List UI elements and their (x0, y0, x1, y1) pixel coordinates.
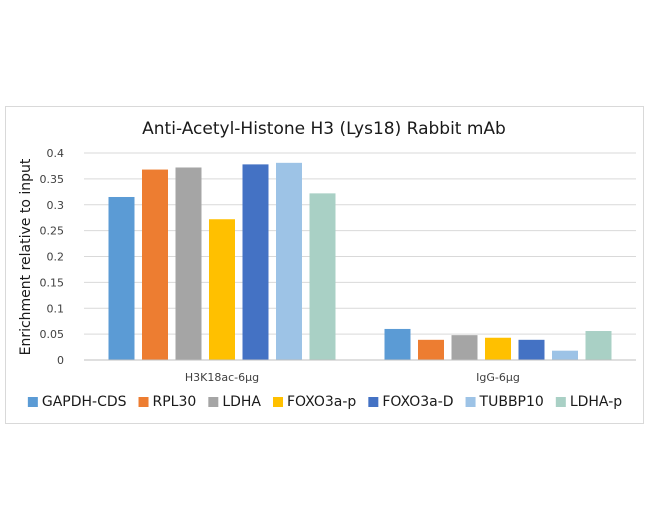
y-tick-label: 0.3 (47, 199, 65, 212)
legend-item: GAPDH-CDS (27, 394, 127, 410)
y-tick-label: 0.2 (47, 251, 65, 264)
legend-item: RPL30 (138, 394, 197, 410)
legend-label: LDHA-p (570, 394, 622, 410)
bar-rpl30-igg (418, 339, 444, 360)
legend-label: TUBBP10 (479, 394, 544, 410)
y-tick-label: 0.35 (40, 173, 65, 186)
legend-label: LDHA (222, 394, 261, 410)
legend-item: LDHA (208, 394, 261, 410)
chart-title: Anti-Acetyl-Histone H3 (Lys18) Rabbit mA… (142, 119, 506, 139)
bars (108, 162, 612, 360)
bar-foxo3a-p-igg (485, 337, 511, 360)
legend-swatch (555, 397, 566, 407)
legend: GAPDH-CDS RPL30 LDHA FOXO3a-p FOXO3a-D TUBBP1… (27, 394, 622, 410)
y-tick-label: 0.25 (40, 225, 65, 238)
legend-swatch (208, 397, 219, 407)
bar-ldha-igg (451, 335, 478, 360)
bar-rpl30-h3k18ac (142, 169, 168, 360)
legend-item: FOXO3a-D (368, 394, 454, 410)
bar-tubbp10-h3k18ac (276, 162, 302, 360)
legend-swatch (368, 397, 379, 407)
bar-tubbp10-igg (552, 350, 578, 360)
bar-foxo3a-p-h3k18ac (209, 219, 235, 360)
y-tick-label: 0.05 (40, 328, 65, 341)
legend-label: FOXO3a-p (287, 394, 356, 410)
bar-foxo3a-d-h3k18ac (242, 164, 269, 360)
x-axis-categories: H3K18ac-6μg IgG-6μg (185, 371, 520, 384)
bar-ldha-p-igg (585, 331, 612, 360)
x-category-label: IgG-6μg (476, 371, 520, 384)
y-tick-label: 0.1 (47, 302, 65, 315)
y-tick-label: 0.15 (40, 276, 65, 289)
legend-item: FOXO3a-p (273, 394, 356, 410)
legend-swatch (273, 397, 284, 407)
legend-label: FOXO3a-D (382, 394, 453, 410)
y-axis-label: Enrichment relative to input (18, 158, 34, 355)
bar-ldha-h3k18ac (175, 167, 202, 360)
legend-item: TUBBP10 (465, 394, 544, 410)
bar-gapdh-cds-igg (384, 328, 411, 360)
legend-label: GAPDH-CDS (42, 394, 127, 410)
bar-gapdh-cds-h3k18ac (108, 196, 135, 360)
legend-item: LDHA-p (555, 394, 622, 410)
legend-swatch (27, 397, 38, 407)
legend-label: RPL30 (153, 394, 197, 410)
y-tick-label: 0 (57, 354, 64, 367)
bar-foxo3a-d-igg (518, 339, 545, 360)
x-category-label: H3K18ac-6μg (185, 371, 259, 384)
legend-swatch (138, 397, 149, 407)
y-axis-ticks: 0 0.05 0.1 0.15 0.2 0.25 0.3 0.35 0.4 (40, 147, 65, 367)
bar-ldha-p-h3k18ac (309, 193, 336, 360)
y-tick-label: 0.4 (47, 147, 65, 160)
legend-swatch (465, 397, 476, 407)
